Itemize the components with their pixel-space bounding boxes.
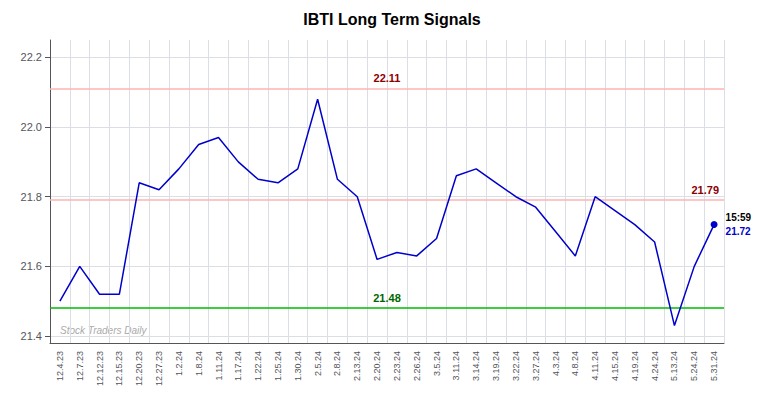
svg-text:2.23.24: 2.23.24: [392, 351, 402, 381]
svg-text:Stock Traders Daily: Stock Traders Daily: [60, 325, 148, 336]
svg-text:12.15.23: 12.15.23: [114, 351, 124, 386]
svg-text:4.8.24: 4.8.24: [570, 351, 580, 376]
svg-text:3.19.24: 3.19.24: [491, 351, 501, 381]
svg-text:2.20.24: 2.20.24: [372, 351, 382, 381]
svg-text:22.0: 22.0: [21, 121, 42, 133]
svg-text:1.17.24: 1.17.24: [233, 351, 243, 381]
svg-text:21.6: 21.6: [21, 260, 42, 272]
svg-text:22.11: 22.11: [374, 72, 401, 84]
svg-text:21.72: 21.72: [726, 226, 751, 237]
svg-text:12.12.23: 12.12.23: [95, 351, 105, 386]
svg-text:12.7.23: 12.7.23: [75, 351, 85, 381]
svg-text:5.31.24: 5.31.24: [709, 351, 719, 381]
svg-text:1.25.24: 1.25.24: [273, 351, 283, 381]
svg-text:3.27.24: 3.27.24: [531, 351, 541, 381]
svg-text:4.11.24: 4.11.24: [590, 351, 600, 380]
svg-text:3.11.24: 3.11.24: [451, 351, 461, 380]
svg-text:4.15.24: 4.15.24: [610, 351, 620, 381]
svg-text:3.5.24: 3.5.24: [432, 351, 442, 376]
svg-text:3.22.24: 3.22.24: [511, 351, 521, 381]
svg-text:5.24.24: 5.24.24: [689, 351, 699, 381]
svg-text:1.22.24: 1.22.24: [253, 351, 263, 381]
svg-text:3.14.24: 3.14.24: [471, 351, 481, 381]
svg-text:4.3.24: 4.3.24: [551, 351, 561, 376]
svg-text:2.13.24: 2.13.24: [352, 351, 362, 381]
svg-text:21.79: 21.79: [691, 184, 719, 196]
svg-text:1.2.24: 1.2.24: [174, 351, 184, 376]
svg-text:21.4: 21.4: [21, 330, 42, 342]
svg-text:12.20.23: 12.20.23: [134, 351, 144, 386]
svg-text:IBTI Long Term Signals: IBTI Long Term Signals: [303, 11, 481, 28]
svg-text:1.30.24: 1.30.24: [293, 351, 303, 381]
svg-text:1.8.24: 1.8.24: [194, 351, 204, 376]
svg-text:4.19.24: 4.19.24: [630, 351, 640, 381]
svg-text:22.2: 22.2: [21, 51, 42, 63]
svg-text:15:59: 15:59: [726, 212, 752, 223]
svg-text:21.8: 21.8: [21, 191, 42, 203]
svg-text:2.26.24: 2.26.24: [412, 351, 422, 381]
svg-text:12.4.23: 12.4.23: [55, 351, 65, 381]
svg-text:5.13.24: 5.13.24: [669, 351, 679, 381]
svg-text:2.8.24: 2.8.24: [332, 351, 342, 376]
svg-text:12.27.23: 12.27.23: [154, 351, 164, 386]
svg-text:2.5.24: 2.5.24: [313, 351, 323, 376]
svg-text:1.11.24: 1.11.24: [214, 351, 224, 380]
svg-text:21.48: 21.48: [373, 292, 401, 304]
svg-text:4.24.24: 4.24.24: [650, 351, 660, 381]
